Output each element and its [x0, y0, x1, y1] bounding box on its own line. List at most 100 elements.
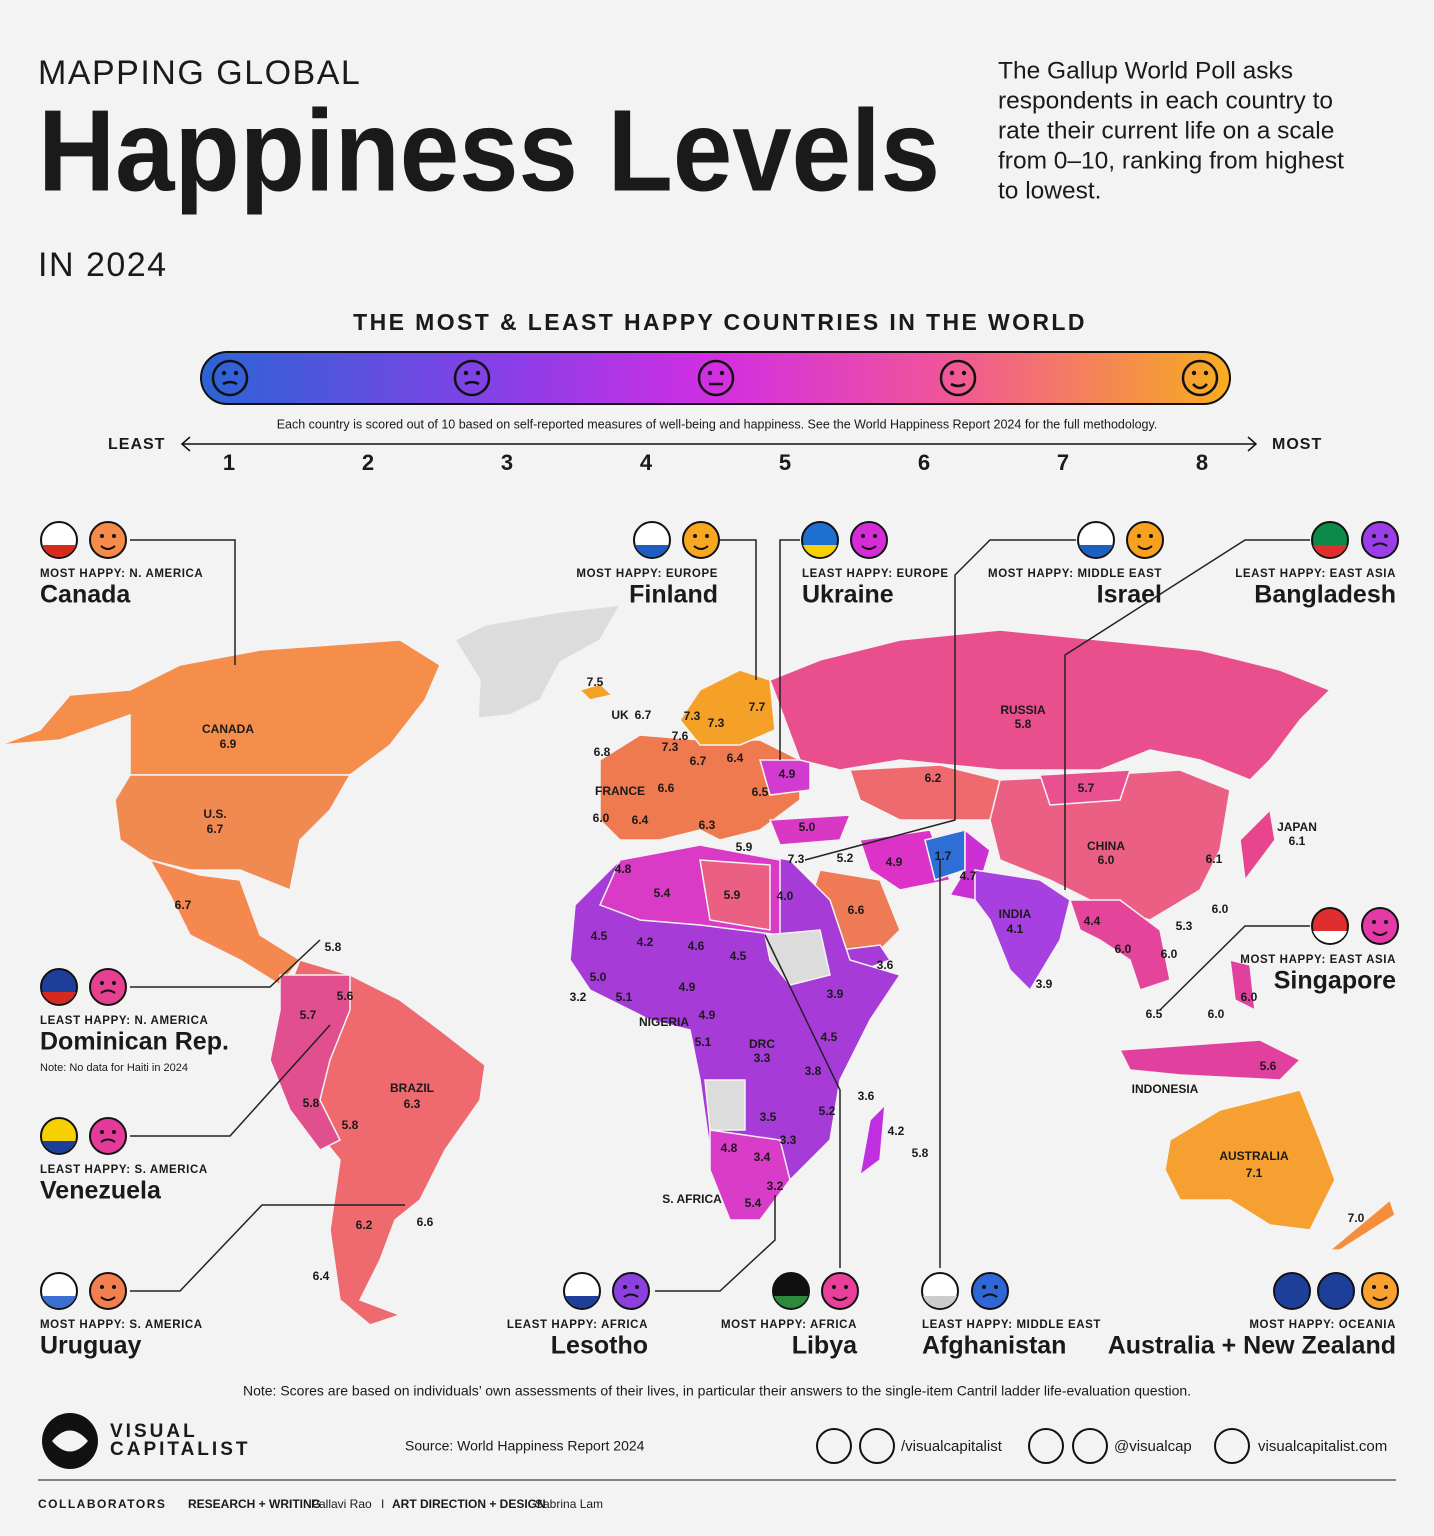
- map-value: 4.2: [888, 1124, 905, 1138]
- map-value: 4.4: [1084, 914, 1101, 928]
- eye: [873, 534, 877, 538]
- map-value: 4.9: [699, 1008, 716, 1022]
- map-value: 5.7: [300, 1008, 317, 1022]
- face: [1361, 1272, 1399, 1310]
- mouth: [693, 545, 709, 550]
- face: [971, 1272, 1009, 1310]
- mouth: [100, 545, 116, 550]
- map-value: 5.8: [342, 1118, 359, 1132]
- southeast-asia: [1068, 899, 1171, 991]
- scale-tick: 1: [223, 450, 235, 475]
- description: rate their current life on a scale: [998, 117, 1334, 144]
- map-value: 4.5: [821, 1030, 838, 1044]
- mouth: [100, 1138, 116, 1143]
- map-value: 5.1: [616, 990, 633, 1004]
- mouth: [464, 380, 480, 386]
- eye: [623, 1285, 627, 1289]
- map-value: 3.3: [754, 1051, 771, 1065]
- map-value: 1.7: [935, 849, 952, 863]
- map-value: 5.6: [1260, 1059, 1277, 1073]
- map-value: 5.9: [724, 888, 741, 902]
- map-value: 6.4: [727, 751, 744, 765]
- callout-kicker: MOST HAPPY: OCEANIA: [1249, 1319, 1396, 1331]
- leader-line: [130, 1024, 331, 1137]
- arrow-head: [180, 436, 1258, 452]
- eye: [1203, 370, 1209, 376]
- map-value: 7.3: [662, 740, 679, 754]
- map-value: 5.8: [325, 940, 342, 954]
- face: [821, 1272, 859, 1310]
- leader-line: [804, 539, 1076, 861]
- callout-kicker: MOST HAPPY: AFRICA: [721, 1319, 857, 1331]
- flag-detail: [1319, 1296, 1353, 1309]
- japan: [1239, 808, 1276, 882]
- eye: [949, 370, 955, 376]
- map-value: 7.1: [1246, 1166, 1263, 1180]
- map-value: 4.5: [730, 949, 747, 963]
- callout-country: Afghanistan: [922, 1332, 1066, 1360]
- mouth: [832, 1296, 848, 1301]
- map-name: RUSSIA: [1000, 703, 1046, 717]
- map-value: 5.3: [1176, 919, 1193, 933]
- scale-tick: 6: [918, 450, 930, 475]
- mouth: [982, 1293, 998, 1298]
- callout-country: Israel: [1097, 581, 1162, 609]
- callout-country: Bangladesh: [1254, 581, 1396, 609]
- logo-detail: [52, 1430, 88, 1452]
- map-value: 6.6: [848, 903, 865, 917]
- flag-detail: [774, 1296, 808, 1309]
- map-value: 4.1: [1007, 922, 1024, 936]
- map-value: 4.2: [637, 935, 654, 949]
- face: [850, 521, 888, 559]
- eye: [233, 370, 239, 376]
- logo-text: CAPITALIST: [110, 1439, 250, 1460]
- eye: [1384, 1285, 1388, 1289]
- map-value: 3.5: [760, 1110, 777, 1124]
- description: from 0–10, ranking from highest: [998, 147, 1344, 174]
- ukraine: [759, 759, 811, 796]
- mouth: [100, 1296, 116, 1301]
- russia: [769, 629, 1332, 781]
- map-value: 6.4: [632, 813, 649, 827]
- eye: [961, 370, 967, 376]
- map-value: 6.1: [1289, 834, 1306, 848]
- scale-tick: 8: [1196, 450, 1208, 475]
- face: [89, 1272, 127, 1310]
- eye: [100, 1285, 104, 1289]
- social-icon: [1072, 1428, 1108, 1464]
- map-value: 7.7: [749, 700, 766, 714]
- map-name: UK: [611, 708, 629, 722]
- face-icon: [453, 359, 491, 397]
- eye: [475, 370, 481, 376]
- new-zealand: [1327, 1198, 1396, 1251]
- eye: [982, 1285, 986, 1289]
- callout-kicker: LEAST HAPPY: AFRICA: [507, 1319, 648, 1331]
- flag-detail: [1275, 1296, 1309, 1309]
- map-value: 6.4: [313, 1269, 330, 1283]
- social-icon: [859, 1428, 895, 1464]
- leader-line: [720, 539, 757, 680]
- eye: [100, 1130, 104, 1134]
- social-icon: [1028, 1428, 1064, 1464]
- callout-country: Lesotho: [551, 1332, 648, 1360]
- map-value: 6.7: [635, 708, 652, 722]
- map-value: 5.2: [837, 851, 854, 865]
- leader-line: [130, 539, 236, 665]
- flag-detail: [565, 1296, 599, 1309]
- eye: [1384, 920, 1388, 924]
- map-name: INDIA: [999, 907, 1032, 921]
- eye: [832, 1285, 836, 1289]
- map-value: 3.9: [1036, 977, 1053, 991]
- greenland: [453, 604, 622, 719]
- map-name: AUSTRALIA: [1219, 1149, 1289, 1163]
- flag-detail: [803, 545, 837, 558]
- map-value: 4.0: [777, 889, 794, 903]
- face-icon: [697, 359, 735, 397]
- scale-title: THE MOST & LEAST HAPPY COUNTRIES IN THE …: [353, 309, 1087, 335]
- eye: [705, 534, 709, 538]
- map-value: 6.0: [1161, 947, 1178, 961]
- mouth: [1372, 542, 1388, 547]
- source: Source: World Happiness Report 2024: [405, 1438, 645, 1454]
- map-value: 6.5: [1146, 1007, 1163, 1021]
- scale-tick: 5: [779, 450, 791, 475]
